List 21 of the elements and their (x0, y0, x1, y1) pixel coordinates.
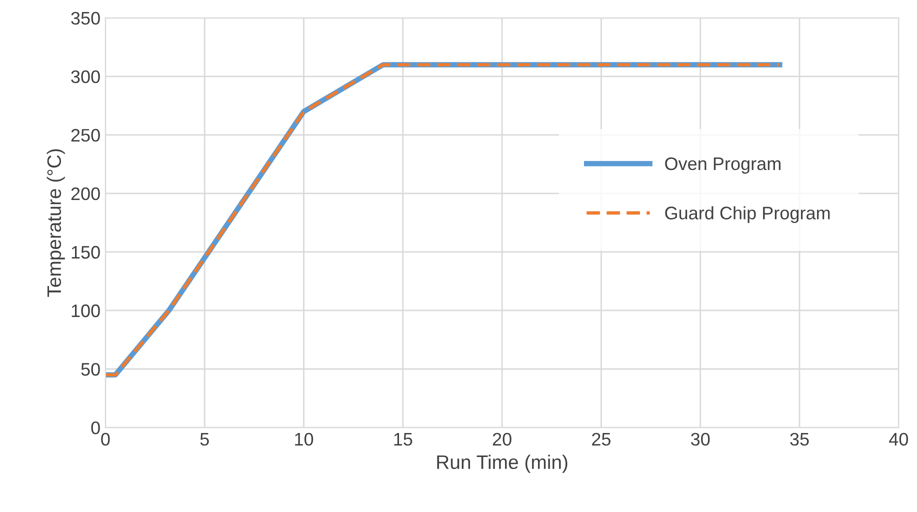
y-tick-label: 250 (71, 128, 100, 142)
x-axis-title: Run Time (min) (437, 454, 568, 473)
x-tick-label: 20 (492, 432, 512, 446)
x-tick-label: 30 (691, 432, 710, 446)
x-tick-label: 5 (200, 433, 209, 446)
y-tick-label: 200 (71, 187, 100, 200)
y-tick-label: 150 (72, 246, 100, 259)
y-tick-label: 50 (81, 362, 100, 376)
x-tick-label: 35 (790, 432, 809, 446)
y-tick-label: 300 (71, 70, 100, 84)
y-tick-label: 0 (91, 421, 100, 434)
x-tick-label: 0 (101, 432, 110, 446)
legend-label: Guard Chip Program (665, 206, 830, 224)
y-tick-label: 350 (71, 12, 100, 25)
legend-label: Oven Program (665, 157, 780, 174)
y-tick-label: 100 (72, 304, 100, 318)
x-tick-label: 25 (592, 432, 610, 446)
x-tick-label: 40 (889, 432, 908, 446)
y-axis-title: Temperature (°C) (46, 149, 65, 297)
x-tick-label: 15 (394, 433, 412, 446)
x-tick-label: 10 (295, 432, 314, 446)
